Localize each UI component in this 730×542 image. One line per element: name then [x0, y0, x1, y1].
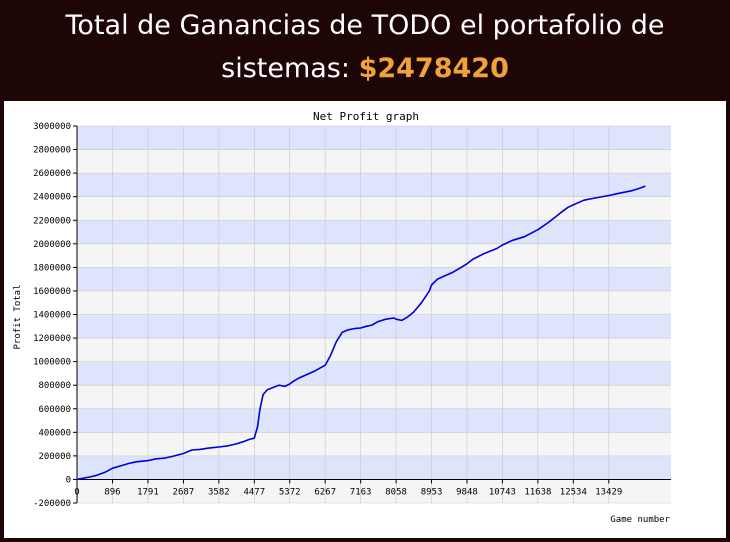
- x-tick-label: 2687: [173, 487, 195, 497]
- grid-band: [77, 243, 671, 268]
- y-tick-label: 3000000: [33, 122, 71, 132]
- header-line-2: sistemas: $2478420: [0, 47, 730, 90]
- x-tick-label: 896: [104, 487, 120, 497]
- y-axis-label: Profit Total: [13, 284, 23, 349]
- grid-band: [77, 408, 671, 433]
- y-tick-label: -200000: [33, 499, 71, 509]
- x-tick-label: 9848: [456, 487, 478, 497]
- y-tick-label: 2400000: [33, 193, 71, 203]
- x-tick-label: 7163: [350, 487, 372, 497]
- chart-panel: -200000 0 200000 400000 600000 800000 1000000 1…: [4, 101, 726, 538]
- y-tick-label: 1000000: [33, 358, 71, 368]
- y-tick-label: 400000: [38, 428, 71, 438]
- y-tick-label: 2200000: [33, 216, 71, 226]
- grid-band: [77, 338, 671, 362]
- x-tick-label: 0: [74, 487, 79, 497]
- grid-band: [77, 385, 671, 409]
- x-axis-ticks: 0 896 1791 2687 3582 4477 5372 6267 7163 8058 8953…: [74, 479, 622, 497]
- grid-band: [77, 196, 671, 221]
- grid-band: [77, 314, 671, 339]
- x-axis-label: Game number: [610, 515, 670, 525]
- profit-series-line: [76, 185, 646, 481]
- x-tick-label: 5372: [279, 487, 301, 497]
- chart-title: Net Profit graph: [313, 110, 419, 123]
- y-tick-label: 1800000: [33, 263, 71, 273]
- y-tick-label: 2600000: [33, 169, 71, 179]
- total-profit-amount: $2478420: [358, 53, 509, 84]
- x-tick-label: 1791: [137, 487, 159, 497]
- y-tick-label: 2000000: [33, 240, 71, 250]
- grid-band: [77, 290, 671, 315]
- grid-band: [77, 432, 671, 456]
- series-layer: [76, 185, 646, 481]
- x-tick-label: 10743: [489, 487, 516, 497]
- y-tick-label: 2800000: [33, 146, 71, 156]
- header-line-2-prefix: sistemas:: [221, 53, 359, 84]
- grid-band: [77, 173, 671, 197]
- x-tick-label: 13429: [595, 487, 622, 497]
- y-tick-label: 600000: [38, 405, 71, 415]
- grid-band: [77, 479, 671, 503]
- y-tick-label: 1200000: [33, 334, 71, 344]
- grid-band: [77, 220, 671, 244]
- y-tick-label: 0: [66, 475, 71, 485]
- x-tick-label: 4477: [243, 487, 265, 497]
- y-tick-label: 1600000: [33, 287, 71, 297]
- x-tick-label: 8058: [385, 487, 407, 497]
- grid-bands: [77, 126, 671, 503]
- y-tick-label: 200000: [38, 452, 71, 462]
- grid-band: [77, 455, 671, 480]
- grid-band: [77, 267, 671, 291]
- y-tick-label: 800000: [38, 381, 71, 391]
- x-tick-label: 6267: [314, 487, 336, 497]
- x-tick-label: 12534: [560, 487, 587, 497]
- x-tick-label: 11638: [524, 487, 551, 497]
- x-tick-label: 8953: [421, 487, 443, 497]
- grid-band: [77, 149, 671, 174]
- y-axis-ticks: -200000020000040000060000080000010000001…: [33, 122, 77, 509]
- header-line-1: Total de Ganancias de TODO el portafolio…: [65, 10, 665, 41]
- x-tick-label: 3582: [208, 487, 230, 497]
- grid-band: [77, 126, 671, 150]
- grid-band: [77, 361, 671, 386]
- y-tick-label: 1400000: [33, 311, 71, 321]
- page-header: Total de Ganancias de TODO el portafolio…: [0, 0, 730, 100]
- net-profit-chart: -200000020000040000060000080000010000001…: [13, 110, 671, 525]
